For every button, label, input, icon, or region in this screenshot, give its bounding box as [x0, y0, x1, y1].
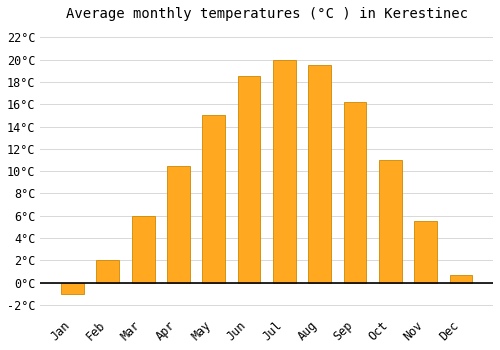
Bar — [344, 102, 366, 283]
Bar — [379, 160, 402, 283]
Bar — [61, 283, 84, 294]
Bar — [273, 60, 296, 283]
Bar — [238, 76, 260, 283]
Bar — [450, 275, 472, 283]
Title: Average monthly temperatures (°C ) in Kerestinec: Average monthly temperatures (°C ) in Ke… — [66, 7, 468, 21]
Bar — [414, 221, 437, 283]
Bar — [132, 216, 154, 283]
Bar — [96, 260, 119, 283]
Bar — [308, 65, 331, 283]
Bar — [202, 116, 225, 283]
Bar — [167, 166, 190, 283]
